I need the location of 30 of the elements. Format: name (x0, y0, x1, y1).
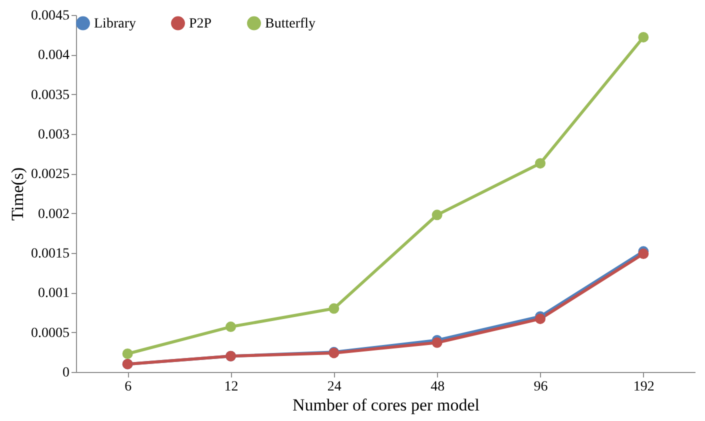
point (535, 314, 546, 324)
x-tick-label: 96 (534, 380, 548, 394)
point (638, 32, 649, 42)
y-tick-label: 0 (62, 366, 70, 380)
x-tick-label: 12 (224, 380, 238, 394)
legend-label: Library (94, 16, 136, 32)
y-tick-label: 0.0015 (31, 246, 70, 262)
point (535, 158, 546, 169)
legend-label: Butterfly (265, 16, 316, 32)
legend-label: P2P (189, 16, 212, 32)
point (328, 303, 340, 314)
y-tick-label: 0.001 (38, 286, 70, 302)
point (432, 337, 442, 348)
x-tick-label: 6 (124, 380, 132, 394)
y-tick-label: 0.004 (38, 48, 70, 64)
x-axis-title: Number of cores per model (292, 396, 480, 414)
x-tick-label: 192 (633, 380, 654, 394)
x-tick-label: 24 (327, 380, 342, 394)
y-tick-label: 0.0045 (31, 8, 70, 24)
point (432, 210, 442, 220)
y-tick-label: 0.003 (38, 128, 70, 142)
y-axis-title: Time(s) (8, 167, 27, 221)
point (226, 322, 236, 332)
point (638, 248, 649, 260)
x-tick-label: 48 (430, 380, 445, 394)
y-tick-label: 0.0035 (31, 88, 70, 103)
y-tick-label: 0.0005 (31, 326, 70, 341)
y-tick-label: 0.002 (38, 206, 70, 222)
point (122, 348, 133, 359)
y-tick-label: 0.0025 (31, 167, 70, 182)
